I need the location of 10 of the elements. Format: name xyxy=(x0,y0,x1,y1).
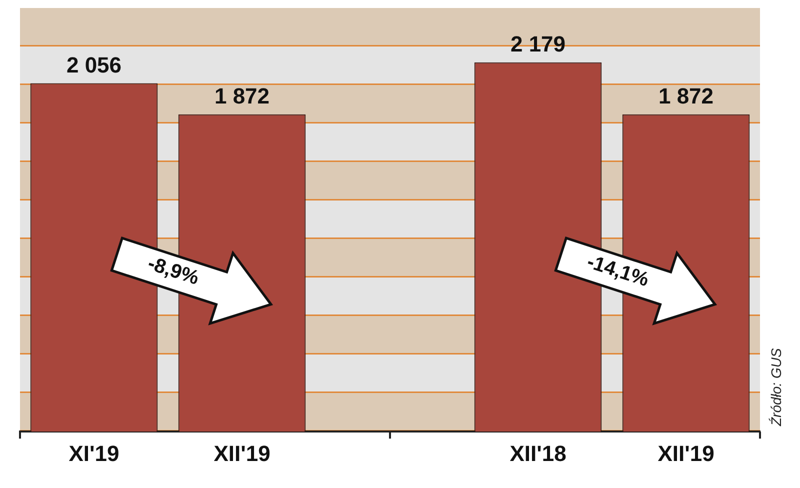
x-tick-label: XI'19 xyxy=(68,440,120,466)
data-label: 2 056 xyxy=(66,52,122,78)
x-tick-label: XII'18 xyxy=(510,440,566,466)
data-label: 1 872 xyxy=(214,83,270,108)
annotation: -14,1% xyxy=(583,250,651,292)
x-tick-label: XII'19 xyxy=(214,440,270,466)
text: Źródło: GUS xyxy=(768,348,784,426)
x-tick-label: XII'19 xyxy=(658,440,714,466)
data-label: 1 872 xyxy=(658,83,714,108)
annotation: -8,9% xyxy=(144,252,202,290)
